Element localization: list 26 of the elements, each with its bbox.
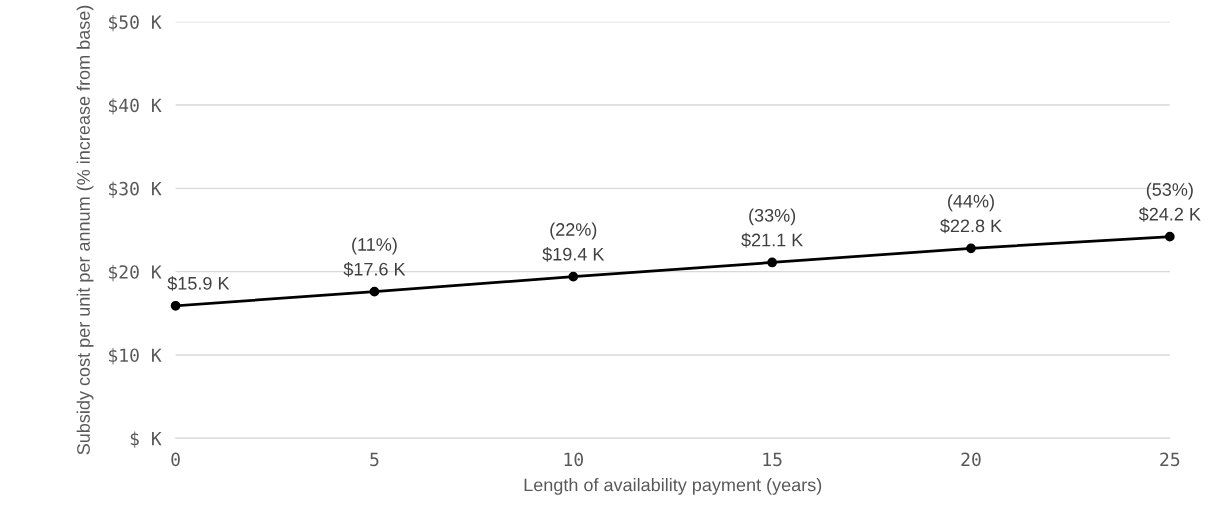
point [767,257,777,268]
point [966,243,976,254]
x-tick-label: 25 [1160,452,1180,467]
x-axis-title: Length of availability payment (years) [524,478,822,495]
y-tick-label: $40 K [109,98,162,115]
y-tick-label: $30 K [109,181,162,198]
data-label: (53%) $24.2 K [1138,182,1201,222]
x-tick-label: 0 [171,452,180,467]
point [1164,231,1175,242]
point [568,271,579,282]
x-tick-label: 20 [961,452,981,467]
y-tick-label: $20 K [109,264,162,282]
data-label: (22%) $19.4 K [542,222,605,262]
x-tick-label: 5 [370,452,379,467]
y-tick-label: $10 K [109,348,162,365]
data-label: (33%) $21.1 K [741,208,804,248]
data-label: (44%) $22.8 K [940,194,1002,234]
y-tick-label: $ K [130,431,162,448]
x-tick-label: 15 [763,452,782,467]
point [369,286,380,297]
x-tick-label: 10 [564,452,583,467]
y-axis-title: Subsidy cost per unit per annum (% increase from base) [76,5,94,455]
data-label: $15.9 K [167,276,230,291]
data-label: (11%) $17.6 K [343,237,406,277]
y-tick-label: $50 K [109,14,162,32]
point [170,300,181,311]
